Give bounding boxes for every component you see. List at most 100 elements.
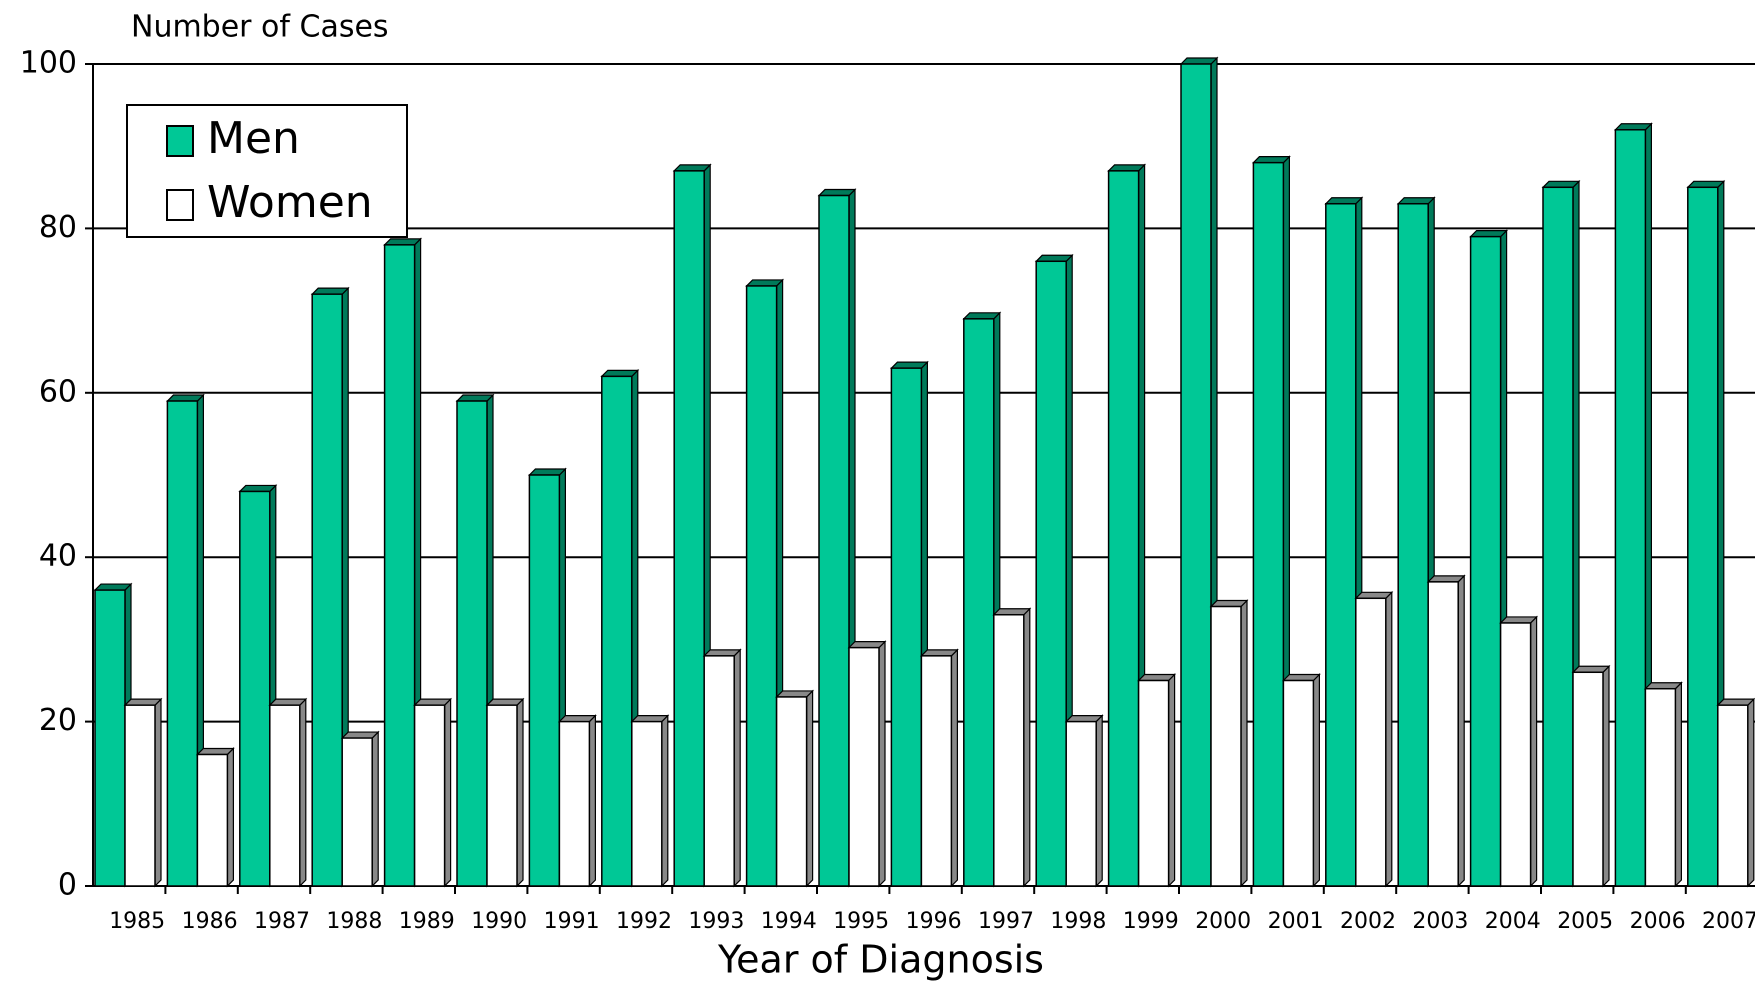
- bar-front: [1572, 671, 1604, 887]
- bar-front: [745, 285, 778, 887]
- bar-side: [1240, 599, 1248, 888]
- x-tick-label: 1987: [254, 909, 310, 934]
- bar-side: [588, 714, 597, 888]
- x-tick-label: 2002: [1340, 909, 1396, 934]
- x-tick-label: 2000: [1195, 909, 1251, 934]
- bar-front: [124, 704, 156, 887]
- bar-top: [340, 731, 380, 739]
- bar-top: [123, 698, 163, 706]
- bar-side: [1674, 681, 1683, 888]
- bar-top: [268, 698, 308, 706]
- x-tick-label: 2005: [1557, 909, 1613, 934]
- bar: [413, 697, 453, 888]
- x-axis-title: Year of Diagnosis: [717, 938, 1044, 982]
- x-tick-label: 1989: [399, 909, 455, 934]
- bar: [1209, 599, 1249, 888]
- bar-front: [486, 704, 518, 887]
- bar: [992, 607, 1032, 888]
- bar-front: [703, 655, 735, 887]
- legend-swatch: [166, 189, 194, 221]
- bar-front: [269, 704, 301, 887]
- bar-top: [455, 394, 495, 402]
- x-tick-label: 2001: [1268, 909, 1324, 934]
- bar-front: [341, 737, 373, 887]
- bar-top: [1541, 180, 1581, 188]
- bar-front: [1717, 704, 1749, 887]
- x-tick-label: 1993: [688, 909, 744, 934]
- bar-front: [1065, 720, 1097, 887]
- bar-top: [557, 714, 597, 723]
- x-tick-label: 2003: [1412, 909, 1468, 934]
- y-axis-title: Number of Cases: [131, 10, 389, 45]
- bar-front: [383, 244, 416, 887]
- bar-top: [195, 747, 235, 756]
- bar: [1281, 673, 1321, 888]
- bar-front: [196, 753, 229, 887]
- bar-top: [702, 649, 742, 657]
- bar: [1499, 615, 1539, 888]
- x-tick-label: 2007: [1702, 909, 1755, 934]
- bar-top: [310, 287, 350, 295]
- bar: [745, 278, 785, 888]
- bar-top: [1137, 673, 1177, 682]
- bar-front: [1397, 202, 1429, 887]
- bar-side: [444, 697, 452, 888]
- bar-front: [775, 696, 808, 887]
- bar: [485, 697, 525, 888]
- y-tick-label: 20: [39, 703, 77, 738]
- bar-top: [1064, 714, 1104, 723]
- x-tick-label: 1992: [616, 909, 672, 934]
- bar: [557, 714, 597, 888]
- bar-top: [817, 188, 857, 197]
- bar-front: [890, 367, 923, 887]
- bar-front: [413, 704, 446, 887]
- bar: [1396, 196, 1436, 888]
- bar-top: [1354, 591, 1394, 599]
- bar-top: [1686, 180, 1726, 188]
- bar-top: [527, 468, 567, 476]
- bar-front: [558, 720, 591, 887]
- bar: [123, 697, 163, 888]
- bar-top: [1396, 197, 1436, 205]
- bar-top: [672, 164, 712, 172]
- x-tick-label: 1994: [761, 909, 817, 934]
- bar-side: [1602, 664, 1610, 888]
- bar-side: [299, 697, 307, 888]
- bar-top: [1571, 665, 1611, 673]
- bar-side: [516, 697, 524, 888]
- legend-label: Women: [207, 177, 373, 228]
- x-tick-label: 1990: [471, 909, 527, 934]
- y-tick-label: 40: [39, 539, 77, 574]
- bar-top: [93, 583, 133, 591]
- bar-top: [1281, 673, 1321, 682]
- bar-top: [1613, 123, 1653, 131]
- y-tick-label: 60: [39, 374, 77, 409]
- bar-side: [950, 648, 959, 888]
- bar-top: [847, 641, 887, 649]
- x-tick-label: 2006: [1630, 909, 1686, 934]
- bar-top: [1179, 57, 1219, 65]
- bar: [1716, 697, 1755, 888]
- bar-top: [1499, 616, 1539, 624]
- bar-front: [1469, 235, 1502, 887]
- bar-side: [154, 697, 162, 888]
- x-tick-label: 1999: [1123, 909, 1179, 934]
- bar-front: [1137, 679, 1170, 887]
- bar-top: [413, 698, 453, 706]
- y-tick-label: 100: [20, 46, 77, 81]
- bar-side: [1747, 697, 1755, 888]
- bar-top: [1716, 698, 1755, 706]
- bar-front: [818, 194, 850, 887]
- bar: [1643, 681, 1683, 888]
- bar: [1354, 590, 1394, 888]
- bar: [1034, 253, 1074, 888]
- bar: [702, 648, 742, 888]
- bar-side: [1167, 673, 1176, 888]
- bar-front: [920, 655, 953, 887]
- bar-top: [889, 361, 929, 369]
- bar: [1686, 179, 1726, 888]
- bar-top: [1469, 230, 1509, 238]
- bar: [268, 697, 308, 888]
